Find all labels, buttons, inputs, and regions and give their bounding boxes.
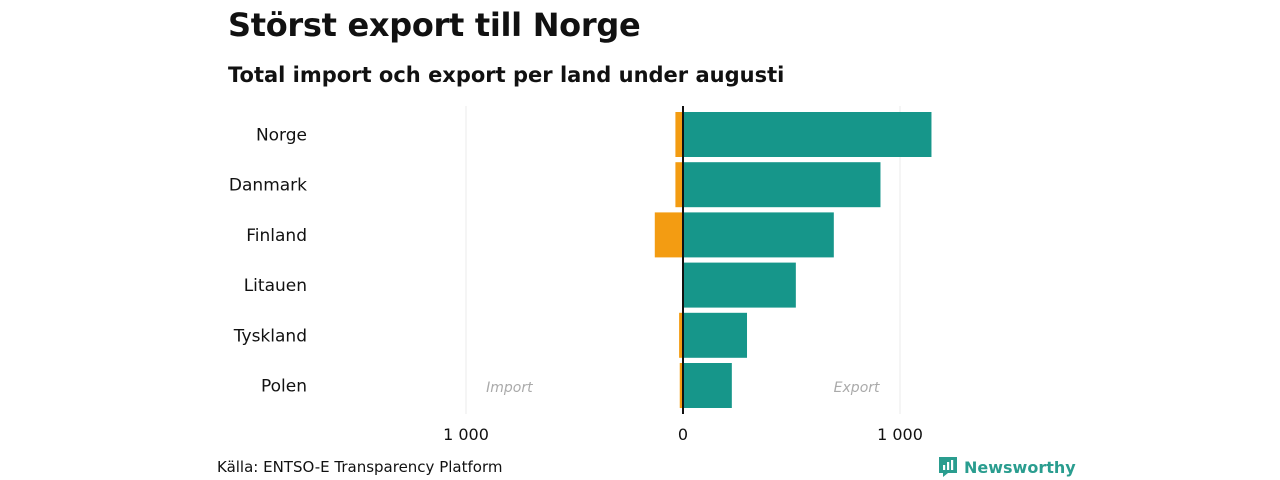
export-bar <box>683 112 932 157</box>
x-tick-label: 1 000 <box>443 425 489 444</box>
import-bar <box>679 363 683 408</box>
category-label: Polen <box>261 377 307 397</box>
source-note: Källa: ENTSO-E Transparency Platform <box>217 458 503 476</box>
export-bar <box>683 262 796 308</box>
category-label: Finland <box>246 226 307 246</box>
chart-subtitle: Total import och export per land under a… <box>228 63 785 87</box>
export-bar <box>683 212 834 258</box>
import-bar <box>679 312 683 358</box>
newsworthy-logo-icon <box>939 457 957 477</box>
brand-name: Newsworthy <box>964 457 1076 477</box>
import-bar <box>654 212 683 258</box>
import-bar <box>675 112 683 157</box>
import-bar <box>675 162 683 208</box>
annotation-label: Import <box>486 380 533 396</box>
category-label: Norge <box>256 126 307 146</box>
annotation-label: Export <box>834 380 880 396</box>
category-label: Litauen <box>244 276 307 296</box>
x-tick-label: 1 000 <box>877 425 923 444</box>
export-bar <box>683 162 881 208</box>
export-bar <box>683 363 732 408</box>
category-label: Danmark <box>229 176 307 196</box>
brand: Newsworthy <box>938 456 1076 478</box>
chart-title: Störst export till Norge <box>228 6 641 44</box>
export-bar <box>683 312 748 358</box>
x-tick-label: 0 <box>678 425 688 444</box>
category-label: Tyskland <box>233 326 307 346</box>
